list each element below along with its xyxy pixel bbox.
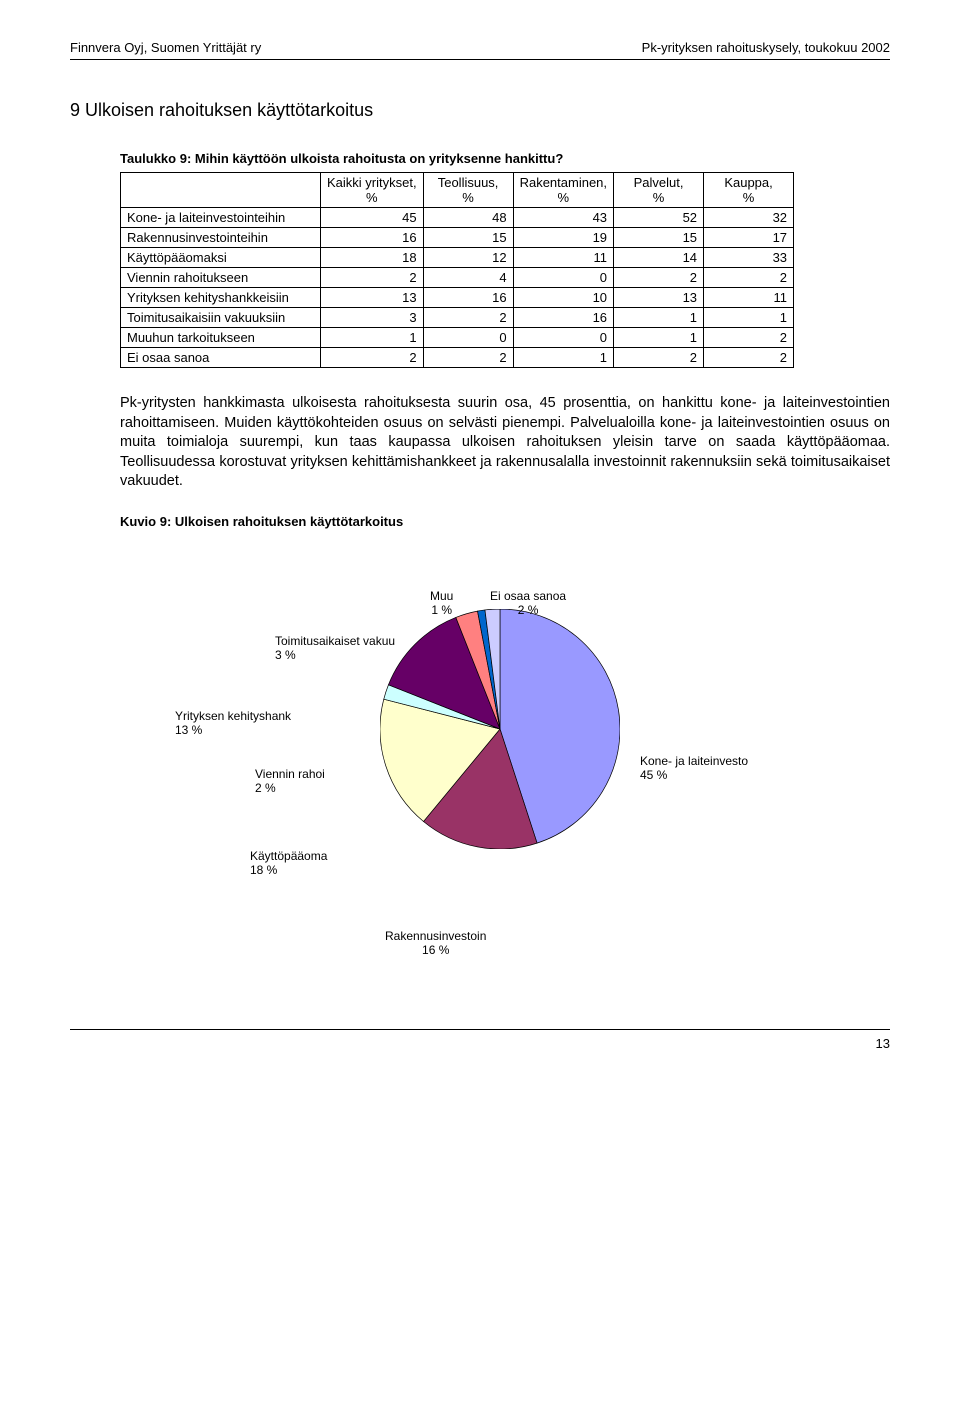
table-row: Rakennusinvestointeihin1615191517 (121, 228, 794, 248)
page-header: Finnvera Oyj, Suomen Yrittäjät ry Pk-yri… (70, 40, 890, 55)
table-cell: 19 (513, 228, 613, 248)
table-cell: 2 (423, 308, 513, 328)
table-cell: 10 (513, 288, 613, 308)
row-label: Rakennusinvestointeihin (121, 228, 321, 248)
pie-slice-label: Käyttöpääoma18 % (250, 849, 327, 878)
table-cell: 17 (704, 228, 794, 248)
table-cell: 48 (423, 208, 513, 228)
table-9-head: Kaikki yritykset,%Teollisuus,%Rakentamin… (121, 173, 794, 208)
table-cell: 2 (423, 348, 513, 368)
table-cell: 2 (614, 268, 704, 288)
table-col-header: Kaikki yritykset,% (321, 173, 424, 208)
table-cell: 16 (513, 308, 613, 328)
table-col-header: Rakentaminen,% (513, 173, 613, 208)
row-label: Viennin rahoitukseen (121, 268, 321, 288)
row-label: Toimitusaikaisiin vakuuksiin (121, 308, 321, 328)
footer-rule (70, 1029, 890, 1030)
table-9-title: Taulukko 9: Mihin käyttöön ulkoista raho… (120, 151, 890, 166)
pie-slice-label: Viennin rahoi2 % (255, 767, 325, 796)
table-head-row: Kaikki yritykset,%Teollisuus,%Rakentamin… (121, 173, 794, 208)
table-cell: 0 (513, 328, 613, 348)
table-row: Viennin rahoitukseen24022 (121, 268, 794, 288)
table-cell: 2 (704, 348, 794, 368)
page-number: 13 (70, 1036, 890, 1051)
table-row: Muuhun tarkoitukseen10012 (121, 328, 794, 348)
pie-svg (380, 609, 620, 849)
table-row: Kone- ja laiteinvestointeihin4548435232 (121, 208, 794, 228)
table-cell: 1 (614, 328, 704, 348)
pie-slice-label: Rakennusinvestoin16 % (385, 929, 486, 958)
table-cell: 33 (704, 248, 794, 268)
row-label: Kone- ja laiteinvestointeihin (121, 208, 321, 228)
header-rule (70, 59, 890, 60)
table-cell: 1 (614, 308, 704, 328)
table-col-header: Kauppa,% (704, 173, 794, 208)
row-label: Käyttöpääomaksi (121, 248, 321, 268)
table-cell: 43 (513, 208, 613, 228)
table-cell: 1 (513, 348, 613, 368)
table-col-header: Palvelut,% (614, 173, 704, 208)
table-cell: 1 (704, 308, 794, 328)
table-row: Käyttöpääomaksi1812111433 (121, 248, 794, 268)
row-label: Ei osaa sanoa (121, 348, 321, 368)
pie-slice-label: Kone- ja laiteinvesto45 % (640, 754, 748, 783)
table-row: Ei osaa sanoa22122 (121, 348, 794, 368)
table-cell: 32 (704, 208, 794, 228)
table-cell: 14 (614, 248, 704, 268)
header-right: Pk-yrityksen rahoituskysely, toukokuu 20… (642, 40, 890, 55)
pie-slice-label: Yrityksen kehityshank13 % (175, 709, 291, 738)
table-cell: 45 (321, 208, 424, 228)
table-cell: 13 (614, 288, 704, 308)
table-cell: 3 (321, 308, 424, 328)
table-cell: 16 (321, 228, 424, 248)
table-cell: 4 (423, 268, 513, 288)
table-cell: 11 (704, 288, 794, 308)
table-cell: 13 (321, 288, 424, 308)
table-cell: 2 (704, 328, 794, 348)
pie-slice-label: Toimitusaikaiset vakuu3 % (275, 634, 395, 663)
table-cell: 15 (614, 228, 704, 248)
table-cell: 12 (423, 248, 513, 268)
table-cell: 2 (614, 348, 704, 368)
table-cell: 11 (513, 248, 613, 268)
section-title: 9 Ulkoisen rahoituksen käyttötarkoitus (70, 100, 890, 121)
table-9: Kaikki yritykset,%Teollisuus,%Rakentamin… (120, 172, 794, 368)
table-9-body: Kone- ja laiteinvestointeihin4548435232R… (121, 208, 794, 368)
row-label: Yrityksen kehityshankkeisiin (121, 288, 321, 308)
chart-title: Kuvio 9: Ulkoisen rahoituksen käyttötark… (120, 514, 890, 529)
table-cell: 18 (321, 248, 424, 268)
table-cell: 1 (321, 328, 424, 348)
table-cell: 15 (423, 228, 513, 248)
table-cell: 16 (423, 288, 513, 308)
table-col-header (121, 173, 321, 208)
row-label: Muuhun tarkoitukseen (121, 328, 321, 348)
table-cell: 2 (321, 348, 424, 368)
table-row: Toimitusaikaisiin vakuuksiin321611 (121, 308, 794, 328)
table-row: Yrityksen kehityshankkeisiin1316101311 (121, 288, 794, 308)
table-cell: 0 (513, 268, 613, 288)
table-cell: 0 (423, 328, 513, 348)
table-cell: 52 (614, 208, 704, 228)
header-left: Finnvera Oyj, Suomen Yrittäjät ry (70, 40, 261, 55)
body-paragraph: Pk-yritysten hankkimasta ulkoisesta raho… (120, 394, 890, 492)
pie-slice-label: Muu1 % (430, 589, 453, 618)
table-cell: 2 (704, 268, 794, 288)
pie-chart: Kone- ja laiteinvesto45 % Rakennusinvesto… (180, 559, 780, 979)
table-col-header: Teollisuus,% (423, 173, 513, 208)
pie-slice-label: Ei osaa sanoa2 % (490, 589, 566, 618)
table-cell: 2 (321, 268, 424, 288)
